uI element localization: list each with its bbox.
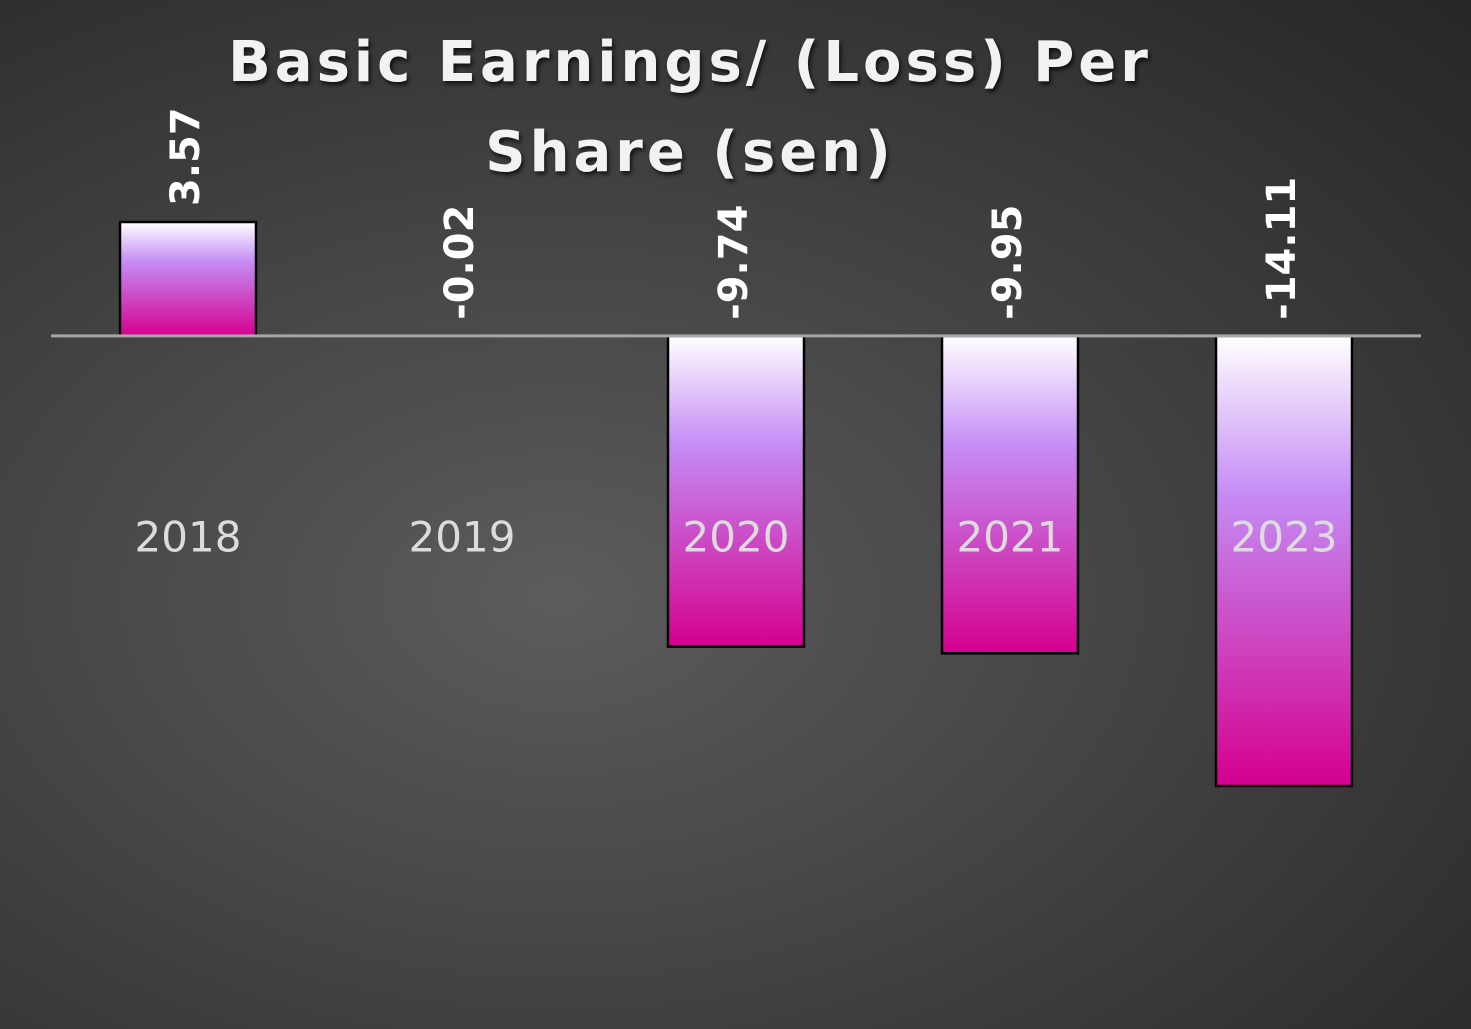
data-label: 3.57 xyxy=(163,107,209,206)
x-tick-label: 2020 xyxy=(683,513,790,562)
data-label: -14.11 xyxy=(1259,177,1305,320)
x-tick-label: 2021 xyxy=(957,513,1064,562)
bar xyxy=(1214,334,1354,788)
x-tick-label: 2023 xyxy=(1231,513,1338,562)
data-label: -9.74 xyxy=(711,205,757,320)
chart-title: Basic Earnings/ (Loss) Per Share (sen) xyxy=(228,30,1152,185)
bar xyxy=(666,334,806,648)
x-tick-label: 2019 xyxy=(409,513,516,562)
data-label: -0.02 xyxy=(437,205,483,320)
bar xyxy=(940,334,1080,655)
bar xyxy=(118,220,258,338)
x-tick-label: 2018 xyxy=(135,513,242,562)
data-label: -9.95 xyxy=(985,205,1031,320)
